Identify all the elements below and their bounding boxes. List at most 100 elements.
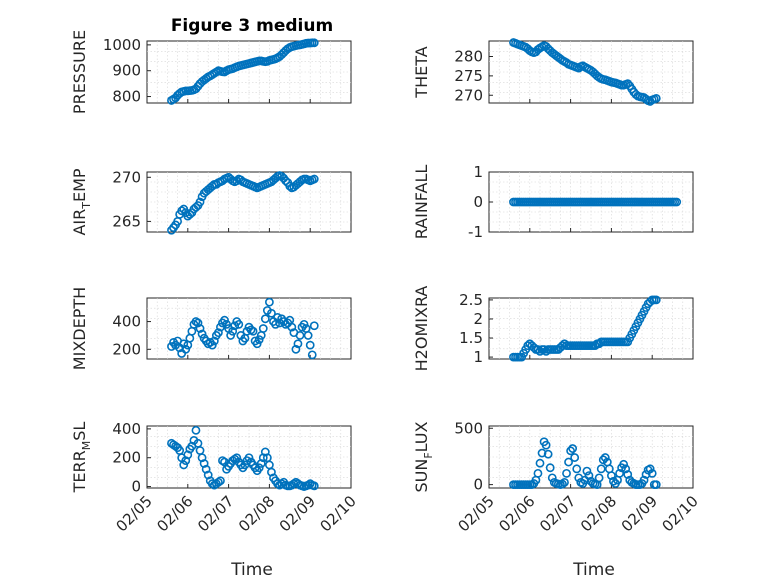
- data-point: [264, 297, 274, 307]
- data-point: [254, 335, 264, 344]
- data-point: [267, 308, 276, 318]
- data-point: [537, 448, 547, 458]
- data-point: [560, 477, 569, 487]
- y-tick-label: 0: [131, 478, 141, 496]
- y-axis-label-main: AIR: [70, 209, 89, 236]
- y-tick-label: 800: [112, 88, 141, 106]
- x-tick-label: 02/05: [455, 492, 498, 535]
- data-point: [177, 206, 187, 216]
- y-tick-label: 400: [112, 313, 141, 331]
- data-point: [299, 319, 309, 329]
- subplot-5: 200 400 MIXDEPTH: [70, 287, 352, 370]
- data-point: [639, 475, 649, 485]
- data-point: [230, 321, 240, 331]
- data-point: [222, 319, 231, 329]
- data-point: [305, 340, 315, 350]
- data-point: [248, 326, 258, 336]
- data-point: [226, 331, 236, 340]
- data-point: [213, 328, 223, 338]
- y-axis-label-subscript: F: [422, 452, 435, 458]
- data-point: [651, 480, 661, 490]
- data-point: [179, 339, 189, 349]
- data-point: [562, 468, 571, 478]
- y-tick-label: 1000: [103, 36, 141, 54]
- data-point: [609, 476, 618, 486]
- y-tick-label: 0: [473, 476, 483, 494]
- y-axis-label: SUNFLUX: [412, 421, 435, 492]
- y-tick-label: 270: [454, 86, 483, 104]
- x-tick-label: 02/08: [577, 492, 620, 535]
- data-point: [209, 336, 219, 346]
- data-point: [295, 331, 305, 340]
- y-tick-label: 280: [454, 48, 483, 66]
- data-point: [568, 444, 578, 453]
- subplot-8: 0 500 SUNFLUX 02/0502/0602/0702/0802/0902/1…: [412, 419, 702, 535]
- data-point: [195, 324, 205, 333]
- series-markers: [167, 171, 319, 235]
- data-point: [615, 468, 624, 478]
- data-point: [641, 470, 651, 479]
- data-point: [232, 176, 242, 186]
- data-point: [558, 341, 567, 351]
- x-tick-label: 02/06: [495, 492, 538, 535]
- y-axis-label: PRESSURE: [70, 30, 89, 114]
- data-point: [303, 331, 313, 340]
- subplot-3: 265 270 AIRTEMP: [70, 168, 352, 236]
- data-point: [582, 466, 592, 476]
- data-point: [647, 468, 657, 478]
- data-point: [570, 453, 580, 462]
- data-point: [651, 295, 661, 305]
- y-axis-label-main: H2OMIXRA: [412, 286, 431, 372]
- y-axis-label-main: RAINFALL: [412, 165, 431, 240]
- chart-title: Figure 3 medium: [171, 16, 333, 36]
- data-point: [558, 479, 567, 489]
- y-tick-label: 1: [473, 348, 483, 366]
- data-point: [307, 350, 317, 360]
- y-axis-label-main: PRESSURE: [70, 30, 89, 114]
- data-point: [273, 313, 282, 322]
- data-point: [197, 329, 207, 339]
- data-point: [195, 197, 205, 207]
- y-tick-label: 270: [112, 168, 141, 186]
- x-tick-label: 02/05: [113, 492, 156, 535]
- x-axis-label-right: Time: [572, 560, 615, 580]
- y-tick-label: -1: [468, 223, 483, 241]
- series-markers: [509, 295, 661, 362]
- series-markers: [509, 437, 661, 490]
- data-point: [572, 464, 582, 474]
- subplot-7: 0 200 400 TERRMSL 02/0502/0602/0702/0802/090…: [70, 420, 360, 536]
- x-tick-label: 02/09: [618, 492, 661, 535]
- data-point: [179, 460, 189, 470]
- data-point: [232, 453, 242, 463]
- data-point: [539, 345, 549, 354]
- data-point: [228, 326, 238, 336]
- data-point: [309, 38, 319, 48]
- data-point: [244, 453, 254, 463]
- data-point: [535, 346, 545, 356]
- data-point: [167, 342, 176, 351]
- series-markers: [167, 425, 319, 491]
- data-point: [216, 476, 225, 486]
- data-point: [533, 345, 543, 354]
- x-tick-label: 02/10: [659, 492, 702, 535]
- y-axis-label: MIXDEPTH: [70, 287, 89, 370]
- y-tick-label: 2: [473, 310, 483, 328]
- data-point: [291, 344, 301, 354]
- data-point: [541, 440, 551, 450]
- y-axis-label: TERRMSL: [70, 422, 93, 494]
- y-axis-label-main: SUN: [412, 459, 431, 493]
- x-tick-label: 02/06: [153, 492, 196, 535]
- data-point: [281, 176, 291, 186]
- y-tick-label: 275: [454, 67, 483, 85]
- x-axis-label-left: Time: [230, 560, 273, 580]
- data-point: [590, 341, 600, 351]
- data-point: [533, 468, 543, 478]
- x-tick-label: 02/08: [235, 492, 278, 535]
- series-markers: [509, 197, 682, 207]
- x-tick-label: 02/09: [276, 492, 319, 535]
- data-point: [242, 326, 252, 336]
- y-tick-label: 2.5: [459, 291, 483, 309]
- data-point: [275, 318, 284, 328]
- data-point: [529, 343, 539, 352]
